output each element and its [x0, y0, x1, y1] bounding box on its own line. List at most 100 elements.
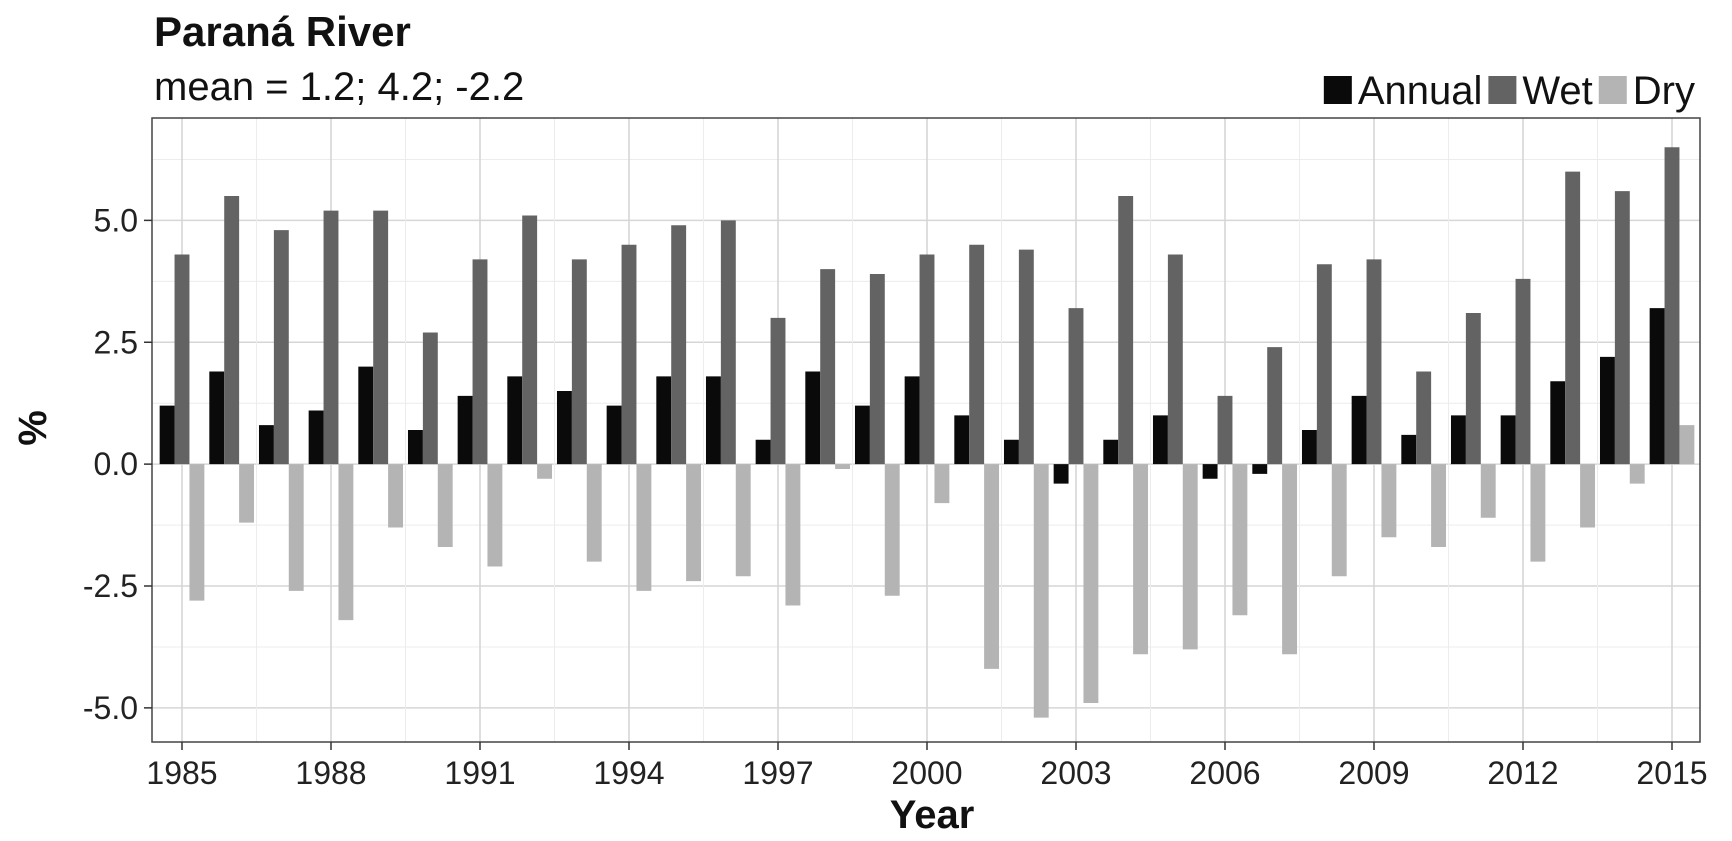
- bar-annual-2000: [904, 376, 920, 465]
- bar-dry-2003: [1083, 464, 1099, 703]
- y-axis-ticks: 5.0 2.5 0.0 -2.5 -5.0: [83, 202, 152, 726]
- y-axis-title: %: [11, 410, 55, 446]
- bar-wet-2009: [1366, 259, 1382, 465]
- x-axis-ticks: 1985 1988 1991 1994 1997 2000 2003 2006 2009 2012…: [146, 742, 1708, 791]
- bar-wet-1986: [224, 196, 240, 465]
- y-tick-label: 5.0: [94, 202, 138, 238]
- bar-wet-2000: [919, 254, 935, 465]
- bar-annual-2008: [1301, 430, 1317, 465]
- bar-dry-2002: [1033, 464, 1049, 718]
- y-tick-label: -5.0: [83, 690, 138, 726]
- bar-wet-2015: [1664, 147, 1680, 465]
- bar-dry-2012: [1530, 464, 1546, 562]
- legend-label-wet: Wet: [1522, 69, 1592, 113]
- bar-dry-2011: [1480, 464, 1496, 518]
- bar-dry-1999: [884, 464, 900, 596]
- bar-annual-2002: [1003, 439, 1019, 465]
- bar-annual-1999: [854, 405, 870, 465]
- legend-swatch-annual: [1323, 76, 1352, 104]
- bar-dry-1988: [338, 464, 354, 621]
- bar-dry-2001: [984, 464, 1000, 669]
- x-tick-label: 1997: [742, 755, 813, 791]
- bar-dry-1993: [586, 464, 602, 562]
- bar-dry-2006: [1232, 464, 1248, 616]
- y-tick-label: -2.5: [83, 568, 138, 604]
- bar-wet-2012: [1515, 278, 1531, 465]
- legend-swatch-dry: [1598, 76, 1627, 104]
- bar-dry-1985: [189, 464, 205, 601]
- bar-annual-1986: [209, 371, 225, 465]
- bar-dry-2004: [1133, 464, 1149, 655]
- bar-dry-1992: [537, 464, 553, 479]
- x-tick-label: 2015: [1636, 755, 1707, 791]
- bar-annual-2004: [1103, 439, 1119, 465]
- bar-dry-1995: [686, 464, 702, 582]
- bar-annual-1997: [755, 439, 771, 465]
- bar-wet-1993: [571, 259, 587, 465]
- x-tick-label: 2000: [891, 755, 962, 791]
- bar-dry-1991: [487, 464, 503, 567]
- legend-label-annual: Annual: [1358, 69, 1483, 113]
- x-tick-label: 1994: [593, 755, 664, 791]
- bar-wet-1996: [720, 220, 736, 465]
- bar-wet-2001: [969, 244, 985, 465]
- bar-wet-2002: [1018, 249, 1034, 465]
- bar-wet-1994: [621, 244, 637, 465]
- bar-annual-2009: [1351, 395, 1367, 465]
- bar-dry-2013: [1580, 464, 1596, 528]
- x-tick-label: 2009: [1338, 755, 1409, 791]
- bar-dry-1994: [636, 464, 652, 591]
- bar-annual-2006: [1202, 464, 1218, 479]
- bar-dry-2015: [1679, 425, 1695, 465]
- bar-annual-2011: [1450, 415, 1466, 465]
- bar-annual-2015: [1649, 308, 1665, 465]
- bar-annual-1993: [556, 391, 572, 465]
- bar-wet-2003: [1068, 308, 1084, 465]
- bar-annual-2005: [1152, 415, 1168, 465]
- y-tick-label: 2.5: [94, 324, 138, 360]
- x-axis-title: Year: [890, 793, 975, 837]
- bar-wet-2005: [1167, 254, 1183, 465]
- panel-border: [151, 117, 1701, 743]
- bar-dry-2005: [1182, 464, 1198, 650]
- x-tick-label: 1988: [295, 755, 366, 791]
- bar-annual-2014: [1599, 356, 1615, 465]
- plot-area: [151, 117, 1701, 743]
- bar-dry-1998: [835, 464, 851, 469]
- bar-dry-2008: [1331, 464, 1347, 577]
- bar-annual-2010: [1401, 434, 1417, 465]
- bar-dry-2014: [1629, 464, 1645, 484]
- bar-annual-1996: [705, 376, 721, 465]
- bar-dry-1996: [735, 464, 751, 577]
- bar-dry-2009: [1381, 464, 1397, 538]
- bar-wet-1987: [273, 230, 289, 465]
- legend-label-dry: Dry: [1633, 69, 1695, 113]
- x-tick-label: 2006: [1189, 755, 1260, 791]
- x-tick-label: 2003: [1040, 755, 1111, 791]
- x-tick-label: 1991: [444, 755, 515, 791]
- bar-dry-1987: [288, 464, 304, 591]
- bar-annual-1989: [358, 366, 374, 465]
- y-tick-label: 0.0: [94, 446, 138, 482]
- bar-dry-2000: [934, 464, 950, 504]
- bar-annual-1988: [308, 410, 324, 465]
- bar-annual-2013: [1550, 381, 1566, 465]
- bar-dry-1997: [785, 464, 801, 606]
- bar-wet-1992: [522, 215, 538, 465]
- bar-dry-1986: [239, 464, 255, 523]
- bar-wet-2008: [1316, 264, 1332, 465]
- bar-wet-2010: [1416, 371, 1432, 465]
- bar-wet-1989: [373, 210, 389, 465]
- chart-title: Paraná River: [154, 8, 411, 55]
- bar-annual-1998: [805, 371, 821, 465]
- bar-wet-2007: [1267, 347, 1283, 465]
- bar-wet-1995: [671, 225, 687, 465]
- bar-wet-1998: [820, 269, 836, 465]
- bar-dry-2007: [1282, 464, 1298, 655]
- bar-annual-2012: [1500, 415, 1516, 465]
- bar-wet-1990: [422, 332, 438, 465]
- x-tick-label: 1985: [146, 755, 217, 791]
- bar-wet-1999: [869, 274, 885, 465]
- bar-wet-2011: [1465, 313, 1481, 465]
- bar-annual-1990: [407, 430, 423, 465]
